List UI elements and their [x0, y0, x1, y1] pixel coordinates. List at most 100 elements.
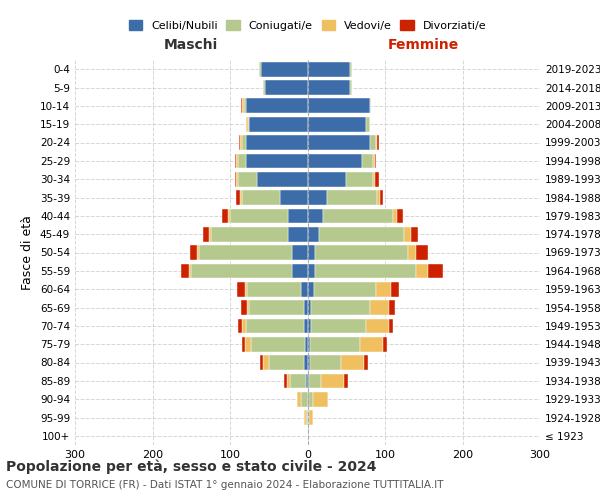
Bar: [350, 62, 352, 76]
Bar: [292, 264, 308, 278]
Bar: [244, 98, 245, 113]
Bar: [375, 154, 376, 168]
Bar: [308, 355, 310, 370]
Bar: [323, 208, 393, 223]
Bar: [311, 300, 370, 315]
Bar: [236, 154, 238, 168]
Bar: [370, 300, 389, 315]
Bar: [416, 264, 428, 278]
Bar: [308, 62, 350, 76]
Bar: [199, 245, 292, 260]
Bar: [308, 428, 309, 443]
Bar: [238, 172, 257, 186]
Text: Popolazione per età, sesso e stato civile - 2024: Popolazione per età, sesso e stato civil…: [6, 460, 377, 474]
Bar: [235, 172, 236, 186]
Text: Femmine: Femmine: [388, 38, 460, 52]
Bar: [376, 135, 377, 150]
Bar: [365, 318, 389, 333]
Legend: Celibi/Nubili, Coniugati/e, Vedovi/e, Divorziati/e: Celibi/Nubili, Coniugati/e, Vedovi/e, Di…: [124, 16, 491, 35]
Bar: [241, 300, 247, 315]
Bar: [309, 392, 313, 406]
Bar: [290, 374, 306, 388]
Bar: [375, 172, 379, 186]
Bar: [191, 264, 292, 278]
Bar: [237, 282, 245, 296]
Bar: [263, 80, 265, 95]
Bar: [327, 190, 377, 205]
Bar: [314, 282, 376, 296]
Bar: [265, 80, 308, 95]
Bar: [260, 355, 263, 370]
Bar: [308, 117, 365, 132]
Bar: [287, 374, 290, 388]
Bar: [306, 374, 308, 388]
Bar: [245, 282, 247, 296]
Bar: [404, 227, 410, 242]
Bar: [305, 337, 308, 351]
Bar: [377, 135, 379, 150]
Bar: [261, 62, 308, 76]
Bar: [245, 98, 308, 113]
Bar: [346, 172, 373, 186]
Bar: [247, 300, 250, 315]
Bar: [246, 117, 248, 132]
Bar: [308, 227, 319, 242]
Bar: [251, 337, 305, 351]
Bar: [284, 374, 287, 388]
Bar: [380, 190, 383, 205]
Bar: [308, 374, 309, 388]
Bar: [189, 264, 191, 278]
Bar: [245, 135, 308, 150]
Bar: [315, 264, 416, 278]
Bar: [240, 190, 242, 205]
Bar: [245, 318, 304, 333]
Bar: [308, 190, 327, 205]
Bar: [263, 355, 269, 370]
Bar: [242, 318, 245, 333]
Bar: [360, 337, 383, 351]
Bar: [269, 355, 304, 370]
Bar: [370, 98, 371, 113]
Y-axis label: Fasce di età: Fasce di età: [22, 215, 34, 290]
Text: COMUNE DI TORRICE (FR) - Dati ISTAT 1° gennaio 2024 - Elaborazione TUTTITALIA.IT: COMUNE DI TORRICE (FR) - Dati ISTAT 1° g…: [6, 480, 443, 490]
Bar: [310, 337, 360, 351]
Bar: [280, 190, 308, 205]
Bar: [209, 227, 211, 242]
Bar: [310, 355, 341, 370]
Bar: [313, 392, 328, 406]
Bar: [311, 318, 365, 333]
Bar: [391, 282, 399, 296]
Bar: [239, 135, 240, 150]
Bar: [241, 98, 242, 113]
Bar: [397, 208, 403, 223]
Bar: [389, 318, 393, 333]
Bar: [236, 190, 240, 205]
Text: Maschi: Maschi: [164, 38, 218, 52]
Bar: [230, 208, 288, 223]
Bar: [190, 245, 197, 260]
Bar: [229, 208, 230, 223]
Bar: [257, 172, 308, 186]
Bar: [222, 208, 229, 223]
Bar: [292, 245, 308, 260]
Bar: [301, 282, 308, 296]
Bar: [301, 392, 308, 406]
Bar: [308, 300, 311, 315]
Bar: [373, 154, 375, 168]
Bar: [308, 282, 314, 296]
Bar: [304, 300, 308, 315]
Bar: [304, 355, 308, 370]
Bar: [308, 245, 315, 260]
Bar: [248, 117, 250, 132]
Bar: [308, 80, 350, 95]
Bar: [341, 355, 364, 370]
Bar: [393, 208, 397, 223]
Bar: [308, 98, 370, 113]
Bar: [308, 264, 315, 278]
Bar: [350, 80, 352, 95]
Bar: [304, 318, 308, 333]
Bar: [235, 154, 236, 168]
Bar: [306, 410, 308, 425]
Bar: [308, 154, 362, 168]
Bar: [247, 282, 301, 296]
